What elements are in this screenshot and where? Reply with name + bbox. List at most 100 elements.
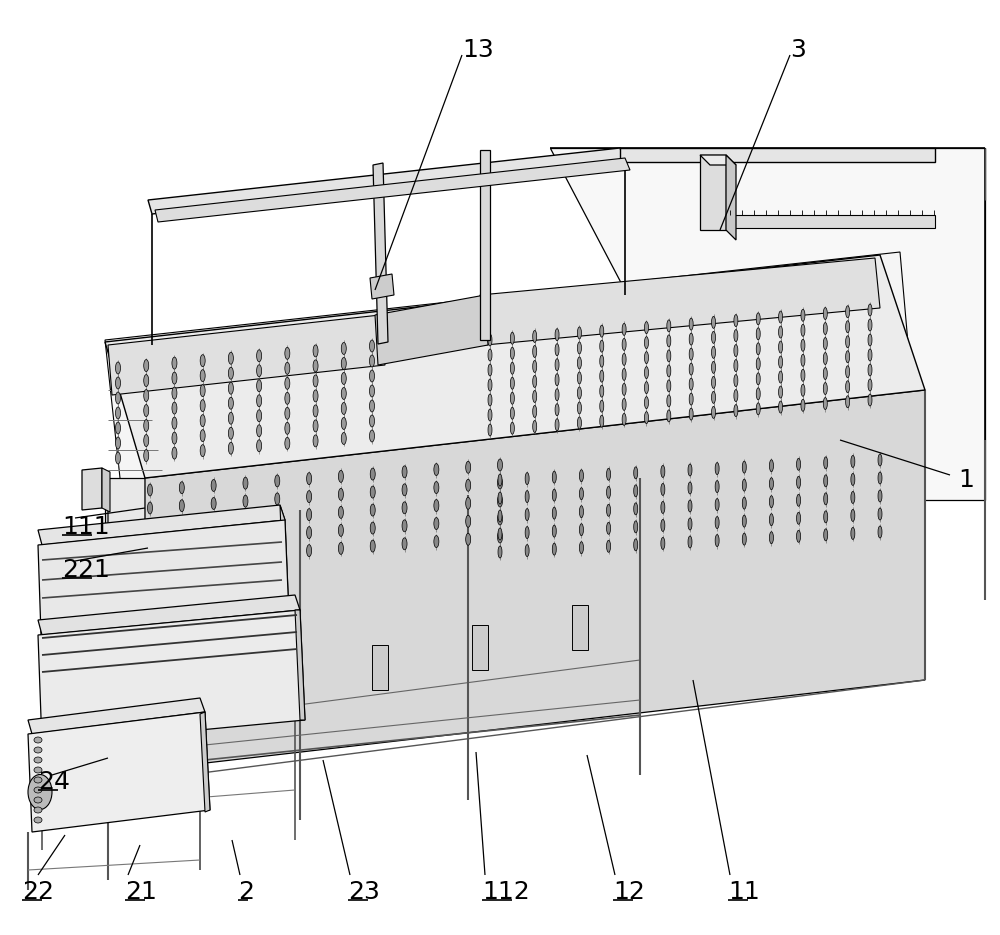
Ellipse shape bbox=[667, 350, 671, 362]
Ellipse shape bbox=[801, 324, 805, 337]
Ellipse shape bbox=[712, 392, 716, 403]
Ellipse shape bbox=[779, 311, 783, 324]
Ellipse shape bbox=[779, 401, 783, 413]
Ellipse shape bbox=[555, 389, 559, 401]
Ellipse shape bbox=[200, 430, 205, 441]
Ellipse shape bbox=[34, 807, 42, 813]
Polygon shape bbox=[295, 610, 305, 720]
Ellipse shape bbox=[257, 410, 262, 422]
Ellipse shape bbox=[370, 430, 374, 442]
Ellipse shape bbox=[498, 459, 503, 471]
Ellipse shape bbox=[756, 328, 760, 339]
Ellipse shape bbox=[577, 357, 581, 369]
Ellipse shape bbox=[846, 351, 850, 363]
Ellipse shape bbox=[734, 405, 738, 417]
Ellipse shape bbox=[200, 414, 205, 426]
Ellipse shape bbox=[622, 324, 626, 336]
Ellipse shape bbox=[801, 309, 805, 322]
Ellipse shape bbox=[779, 386, 783, 398]
Ellipse shape bbox=[34, 757, 42, 763]
Ellipse shape bbox=[797, 476, 801, 488]
Ellipse shape bbox=[878, 454, 882, 466]
Ellipse shape bbox=[172, 402, 177, 414]
Text: 13: 13 bbox=[462, 38, 494, 62]
Ellipse shape bbox=[34, 787, 42, 793]
Ellipse shape bbox=[552, 507, 556, 519]
Ellipse shape bbox=[285, 423, 290, 435]
Polygon shape bbox=[726, 215, 935, 228]
Ellipse shape bbox=[634, 467, 638, 479]
Ellipse shape bbox=[402, 466, 407, 478]
Ellipse shape bbox=[338, 470, 343, 482]
Polygon shape bbox=[700, 155, 726, 230]
Ellipse shape bbox=[555, 344, 559, 355]
Ellipse shape bbox=[634, 485, 638, 496]
Polygon shape bbox=[200, 712, 210, 812]
Ellipse shape bbox=[797, 512, 801, 525]
Polygon shape bbox=[370, 274, 394, 299]
Ellipse shape bbox=[498, 513, 503, 525]
Ellipse shape bbox=[868, 349, 872, 361]
Ellipse shape bbox=[402, 483, 407, 496]
Ellipse shape bbox=[622, 353, 626, 366]
Ellipse shape bbox=[144, 375, 149, 386]
Ellipse shape bbox=[797, 458, 801, 470]
Ellipse shape bbox=[846, 306, 850, 318]
Ellipse shape bbox=[370, 504, 375, 516]
Ellipse shape bbox=[34, 797, 42, 803]
Ellipse shape bbox=[533, 376, 537, 387]
Ellipse shape bbox=[667, 410, 671, 422]
Ellipse shape bbox=[488, 334, 492, 346]
Ellipse shape bbox=[846, 396, 850, 408]
Ellipse shape bbox=[172, 432, 177, 444]
Ellipse shape bbox=[555, 359, 559, 370]
Ellipse shape bbox=[144, 390, 149, 401]
Polygon shape bbox=[155, 158, 630, 222]
Ellipse shape bbox=[600, 340, 604, 352]
Ellipse shape bbox=[801, 399, 805, 411]
Ellipse shape bbox=[661, 501, 665, 513]
Ellipse shape bbox=[285, 408, 290, 419]
Ellipse shape bbox=[577, 402, 581, 414]
Ellipse shape bbox=[823, 397, 827, 410]
Ellipse shape bbox=[307, 509, 312, 521]
Ellipse shape bbox=[370, 486, 375, 498]
Ellipse shape bbox=[34, 737, 42, 743]
Ellipse shape bbox=[579, 524, 583, 536]
Ellipse shape bbox=[552, 489, 556, 501]
Ellipse shape bbox=[667, 365, 671, 377]
Ellipse shape bbox=[525, 544, 529, 556]
Ellipse shape bbox=[510, 423, 514, 434]
Ellipse shape bbox=[600, 370, 604, 382]
Polygon shape bbox=[572, 605, 588, 650]
Ellipse shape bbox=[756, 343, 760, 354]
Ellipse shape bbox=[824, 493, 828, 505]
Ellipse shape bbox=[555, 419, 559, 431]
Ellipse shape bbox=[851, 473, 855, 485]
Ellipse shape bbox=[200, 369, 205, 381]
Ellipse shape bbox=[801, 339, 805, 352]
Ellipse shape bbox=[823, 308, 827, 320]
Ellipse shape bbox=[579, 488, 583, 499]
Polygon shape bbox=[38, 505, 285, 545]
Ellipse shape bbox=[769, 513, 773, 525]
Ellipse shape bbox=[715, 463, 719, 475]
Ellipse shape bbox=[712, 316, 716, 328]
Polygon shape bbox=[28, 712, 210, 832]
Ellipse shape bbox=[211, 534, 216, 545]
Ellipse shape bbox=[644, 367, 648, 379]
Ellipse shape bbox=[851, 510, 855, 522]
Ellipse shape bbox=[555, 329, 559, 340]
Ellipse shape bbox=[243, 549, 248, 561]
Ellipse shape bbox=[525, 526, 529, 539]
Ellipse shape bbox=[144, 450, 149, 462]
Ellipse shape bbox=[148, 556, 152, 568]
Ellipse shape bbox=[172, 417, 177, 429]
Ellipse shape bbox=[228, 397, 233, 410]
Ellipse shape bbox=[689, 378, 693, 390]
Ellipse shape bbox=[510, 362, 514, 374]
Ellipse shape bbox=[370, 468, 375, 480]
Ellipse shape bbox=[211, 552, 216, 564]
Ellipse shape bbox=[607, 486, 611, 498]
Polygon shape bbox=[105, 252, 920, 570]
